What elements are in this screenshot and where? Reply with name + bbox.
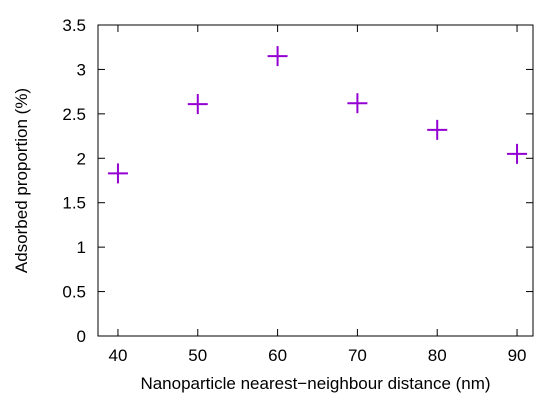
data-point — [507, 143, 528, 164]
y-tick-label: 1 — [77, 238, 86, 257]
y-tick-label: 2 — [77, 149, 86, 168]
y-tick-label: 0.5 — [62, 283, 86, 302]
data-point — [107, 163, 128, 184]
x-tick-label: 60 — [268, 346, 287, 365]
x-tick-label: 80 — [428, 346, 447, 365]
x-tick-label: 40 — [108, 346, 127, 365]
y-tick-label: 0 — [77, 327, 86, 346]
plot-frame — [97, 24, 534, 337]
y-axis: 0 0.5 1 1.5 2 2.5 3 3.5 — [62, 16, 533, 346]
x-axis-title: Nanoparticle nearest−neighbour distance … — [140, 374, 490, 393]
x-tick-label: 70 — [348, 346, 367, 365]
data-point — [267, 46, 288, 67]
y-tick-label: 3 — [77, 60, 86, 79]
data-point — [187, 94, 208, 115]
y-axis-title: Adsorbed proportion (%) — [12, 88, 31, 273]
data-point — [427, 119, 448, 140]
y-tick-label: 1.5 — [62, 194, 86, 213]
y-tick-label: 2.5 — [62, 105, 86, 124]
x-tick-label: 50 — [188, 346, 207, 365]
y-tick-label: 3.5 — [62, 16, 86, 35]
x-axis: 40 50 60 70 80 90 — [108, 25, 526, 365]
data-points — [107, 46, 528, 184]
x-tick-label: 90 — [508, 346, 527, 365]
data-point — [347, 93, 368, 114]
